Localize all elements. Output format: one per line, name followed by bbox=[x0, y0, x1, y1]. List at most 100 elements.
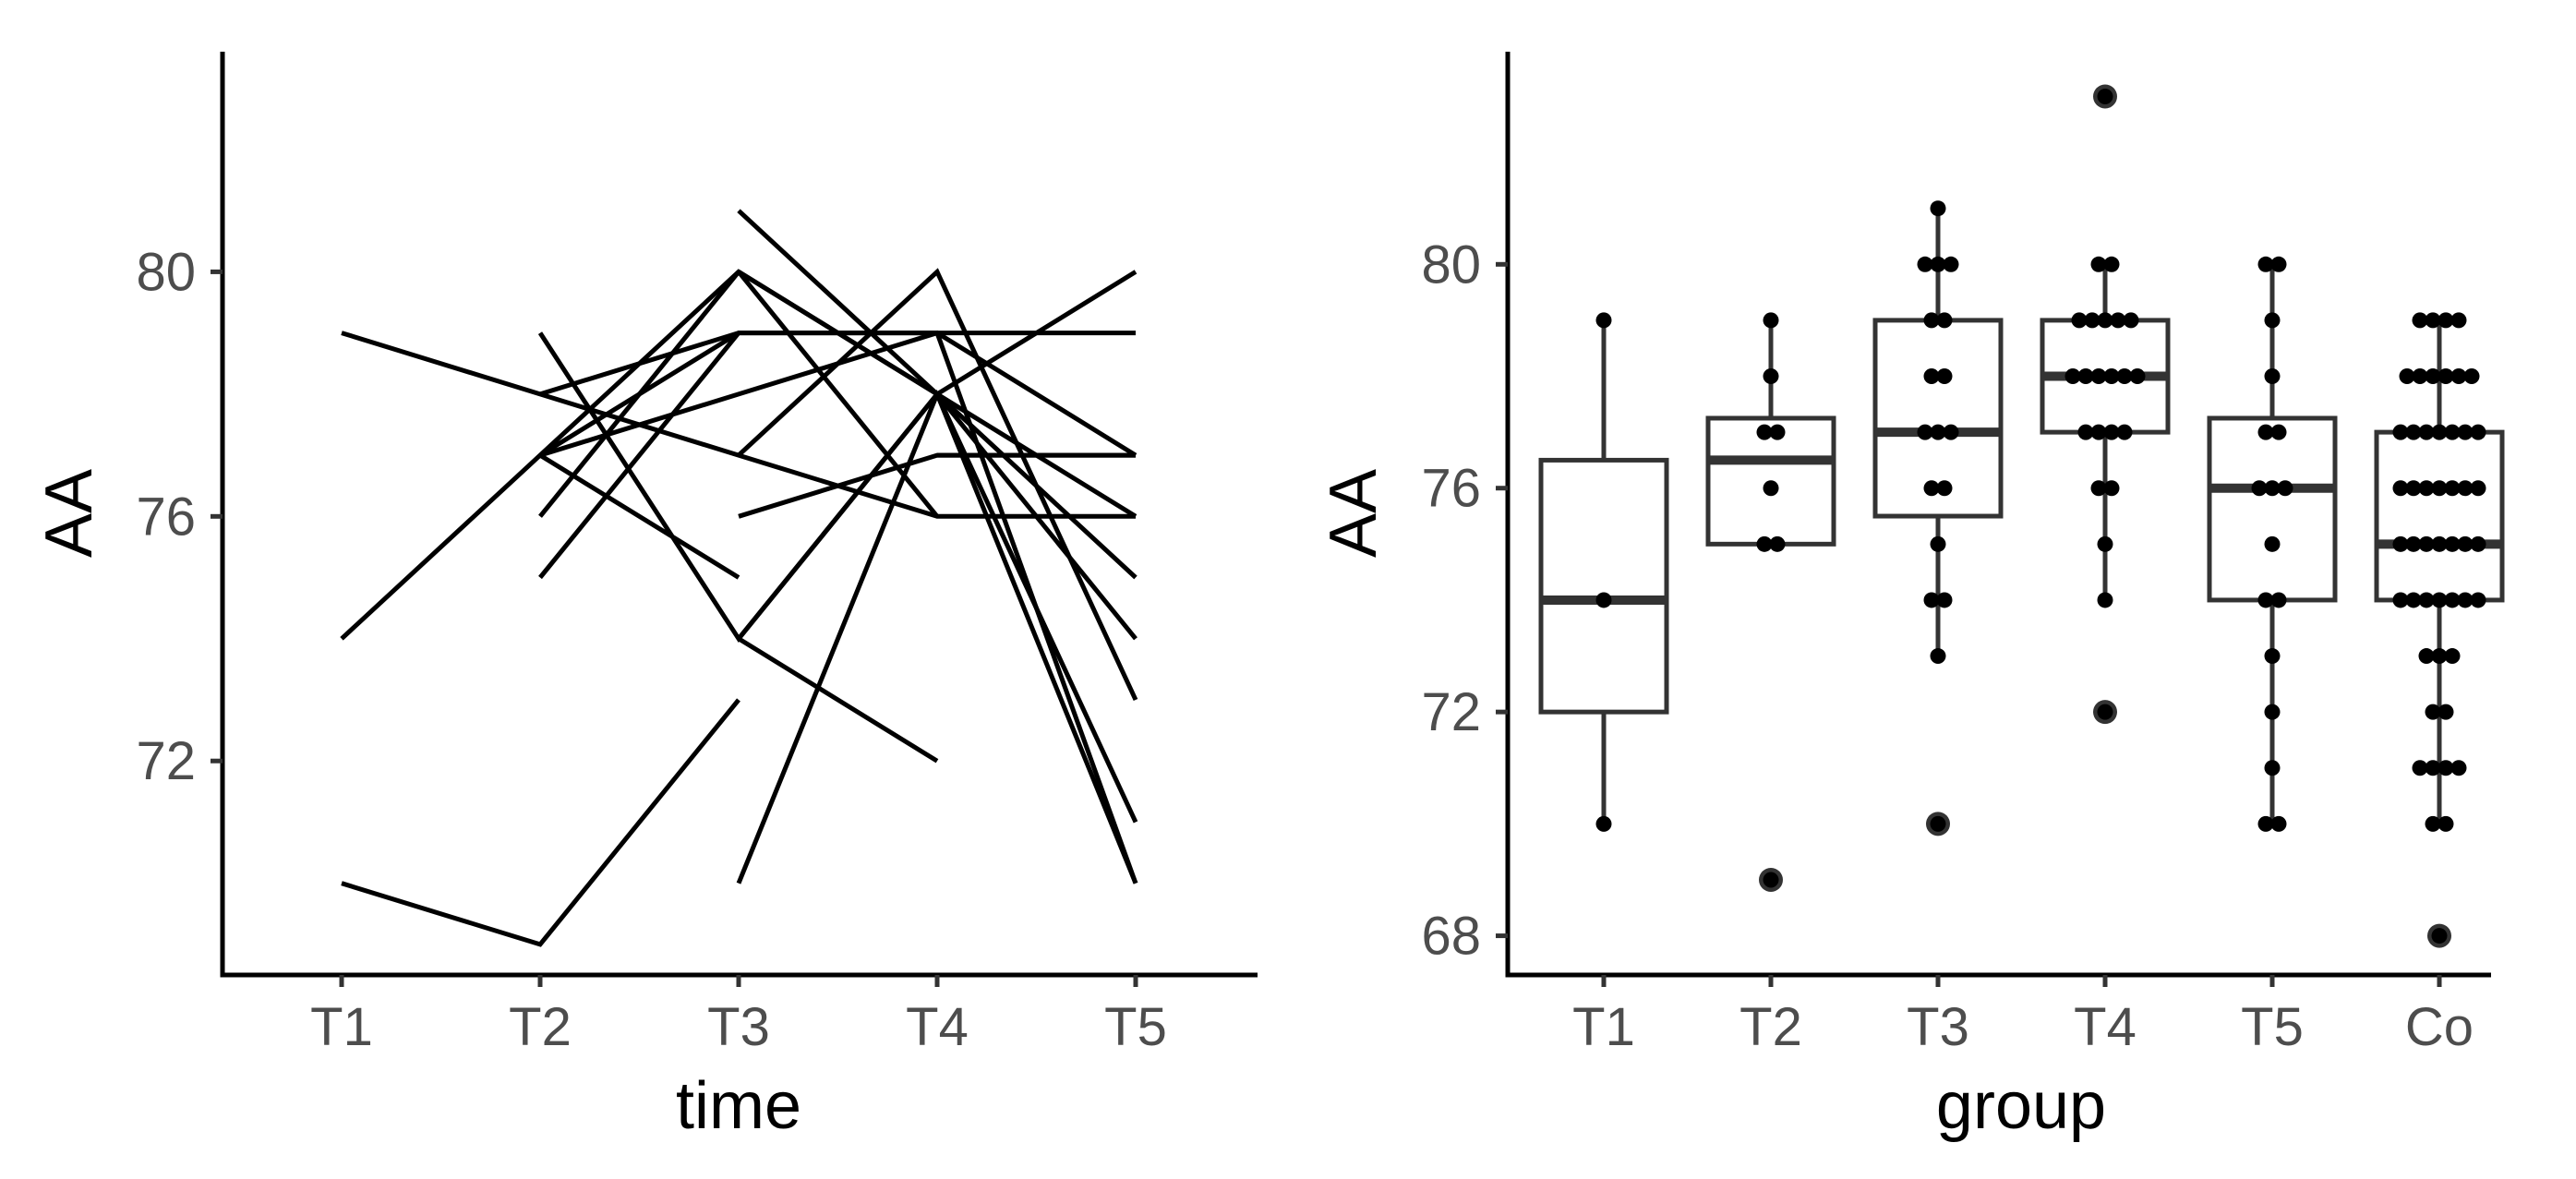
data-point bbox=[1923, 480, 1940, 497]
profile-line-9 bbox=[538, 452, 740, 580]
data-point bbox=[2450, 312, 2467, 329]
y-tick-label: 76 bbox=[136, 487, 196, 547]
data-point bbox=[2438, 704, 2454, 720]
data-point bbox=[1943, 424, 1959, 440]
data-point bbox=[2097, 88, 2113, 104]
data-point bbox=[2470, 424, 2486, 440]
profile-line-0 bbox=[341, 698, 740, 947]
y-axis-title-right: AA bbox=[1317, 469, 1390, 558]
data-point bbox=[2116, 368, 2133, 385]
x-tick-label: T3 bbox=[707, 997, 770, 1057]
data-point bbox=[2431, 592, 2448, 608]
y-tick-label-right: 76 bbox=[1421, 459, 1481, 519]
profile-line-8 bbox=[538, 331, 740, 580]
data-point bbox=[2431, 648, 2448, 665]
data-point bbox=[1756, 424, 1773, 440]
data-point bbox=[2405, 480, 2422, 497]
x-axis-ticks: T1 T2 T3 T4 T5 bbox=[310, 975, 1167, 1057]
data-point bbox=[2457, 480, 2474, 497]
data-point bbox=[2457, 535, 2474, 552]
data-point bbox=[2103, 424, 2120, 440]
x-axis-title-right: group bbox=[1936, 1069, 2106, 1143]
data-point bbox=[2277, 480, 2293, 497]
data-point bbox=[2425, 815, 2441, 832]
data-point bbox=[1930, 256, 1946, 272]
data-point bbox=[2103, 368, 2120, 385]
y-tick-label: 80 bbox=[136, 242, 196, 302]
data-point bbox=[2116, 424, 2133, 440]
data-point bbox=[2129, 368, 2146, 385]
data-point bbox=[1923, 368, 1940, 385]
data-point bbox=[2412, 760, 2428, 776]
data-point bbox=[2431, 480, 2448, 497]
data-point bbox=[2097, 592, 2113, 608]
data-point bbox=[2425, 704, 2441, 720]
data-point bbox=[1930, 424, 1946, 440]
data-point bbox=[2264, 368, 2281, 385]
data-point bbox=[2418, 592, 2435, 608]
data-point bbox=[2257, 592, 2274, 608]
data-point bbox=[2444, 480, 2461, 497]
data-point bbox=[1923, 592, 1940, 608]
data-point bbox=[2444, 592, 2461, 608]
data-point bbox=[2418, 424, 2435, 440]
data-point bbox=[2425, 760, 2441, 776]
data-point bbox=[2264, 704, 2281, 720]
data-point bbox=[2470, 480, 2486, 497]
y-tick-label-right: 80 bbox=[1421, 235, 1481, 295]
x-tick-label: T4 bbox=[906, 997, 969, 1057]
line-chart-panel: 72 76 80 T1 T2 T3 T4 T5 time AA bbox=[32, 52, 1258, 1143]
data-point bbox=[1936, 480, 1953, 497]
x-tick-label: T1 bbox=[310, 997, 373, 1057]
data-point bbox=[2110, 312, 2126, 329]
profile-line-17 bbox=[737, 270, 939, 518]
data-point bbox=[2425, 312, 2441, 329]
x-axis-ticks-right: T1 T2 T3 T4 T5 Co bbox=[1572, 975, 2474, 1057]
data-point bbox=[2077, 368, 2094, 385]
data-point bbox=[2084, 312, 2101, 329]
data-point bbox=[2431, 424, 2448, 440]
data-point bbox=[2097, 704, 2113, 720]
data-point bbox=[2418, 480, 2435, 497]
data-point bbox=[2438, 760, 2454, 776]
x-tick-label-right: T2 bbox=[1739, 997, 1802, 1057]
x-tick-label-right: T3 bbox=[1907, 997, 1969, 1057]
data-point bbox=[2103, 256, 2120, 272]
data-point bbox=[2264, 760, 2281, 776]
data-point bbox=[1756, 535, 1773, 552]
data-point bbox=[1936, 592, 1953, 608]
data-point bbox=[2097, 312, 2113, 329]
data-point bbox=[1930, 535, 1946, 552]
data-point bbox=[2270, 256, 2287, 272]
data-point bbox=[1763, 368, 1779, 385]
y-axis-ticks-right: 68 72 76 80 bbox=[1421, 235, 1508, 967]
box-T3 bbox=[1872, 318, 2004, 519]
x-tick-label-right: T4 bbox=[2074, 997, 2137, 1057]
data-point bbox=[2412, 312, 2428, 329]
data-point bbox=[1936, 368, 1953, 385]
data-point bbox=[1763, 480, 1779, 497]
data-point bbox=[2392, 535, 2409, 552]
data-point bbox=[2090, 256, 2107, 272]
data-point bbox=[2270, 815, 2287, 832]
data-point bbox=[2251, 480, 2268, 497]
y-tick-label-right: 72 bbox=[1421, 682, 1481, 742]
data-point bbox=[2090, 424, 2107, 440]
data-point bbox=[1763, 872, 1779, 888]
data-point bbox=[2123, 312, 2139, 329]
data-point bbox=[2090, 480, 2107, 497]
data-point bbox=[2264, 312, 2281, 329]
data-point bbox=[2064, 368, 2081, 385]
data-point bbox=[2431, 928, 2448, 944]
x-tick-label-right: T1 bbox=[1572, 997, 1635, 1057]
data-point bbox=[2463, 368, 2480, 385]
data-point bbox=[1923, 312, 1940, 329]
x-tick-label: T2 bbox=[509, 997, 572, 1057]
data-point bbox=[2392, 424, 2409, 440]
data-point bbox=[2270, 592, 2287, 608]
x-tick-label-right: T5 bbox=[2241, 997, 2304, 1057]
box-plot-panel: 68 72 76 80 T1 T2 T3 T4 T5 Co group AA bbox=[1317, 52, 2505, 1143]
profile-lines bbox=[340, 209, 1138, 947]
data-point bbox=[2392, 480, 2409, 497]
data-point bbox=[2264, 535, 2281, 552]
